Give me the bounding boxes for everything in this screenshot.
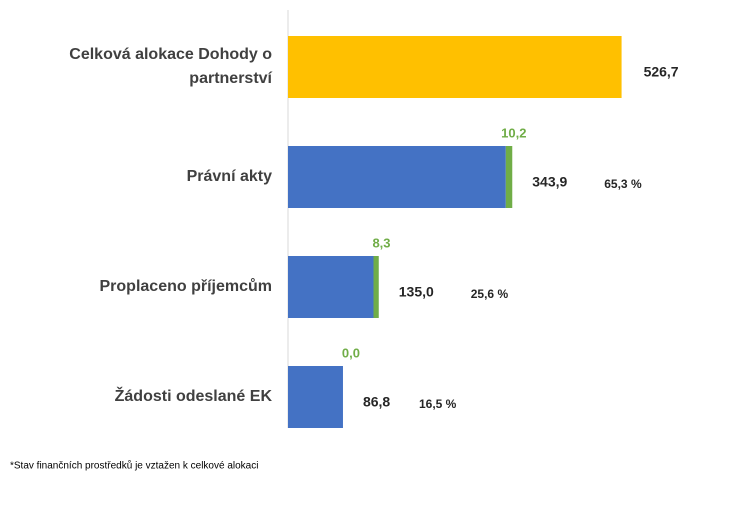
category-label: Proplaceno příjemcům	[99, 278, 273, 295]
value-label: 0,0	[342, 345, 360, 360]
bar-segment	[288, 366, 343, 428]
value-label: 10,2	[501, 125, 526, 140]
bar-segment	[288, 36, 622, 98]
value-label: 8,3	[372, 235, 390, 250]
share-label: 25,6 %	[471, 287, 509, 301]
bar-segment	[288, 146, 506, 208]
share-label: 16,5 %	[419, 397, 457, 411]
value-label: 86,8	[363, 394, 390, 410]
bar-segment	[288, 256, 374, 318]
value-label: 526,7	[644, 64, 679, 80]
bar-segment	[505, 146, 513, 208]
category-label: Celková alokace Dohody o partnerství	[69, 46, 272, 87]
value-label: 343,9	[532, 174, 567, 190]
share-label: 65,3 %	[604, 177, 642, 191]
bar-segment	[373, 256, 379, 318]
footnote: *Stav finančních prostředků je vztažen k…	[10, 460, 258, 472]
value-label: 135,0	[399, 284, 434, 300]
category-label: Žádosti odeslané EK	[114, 388, 272, 405]
category-label: Právní akty	[186, 168, 272, 185]
